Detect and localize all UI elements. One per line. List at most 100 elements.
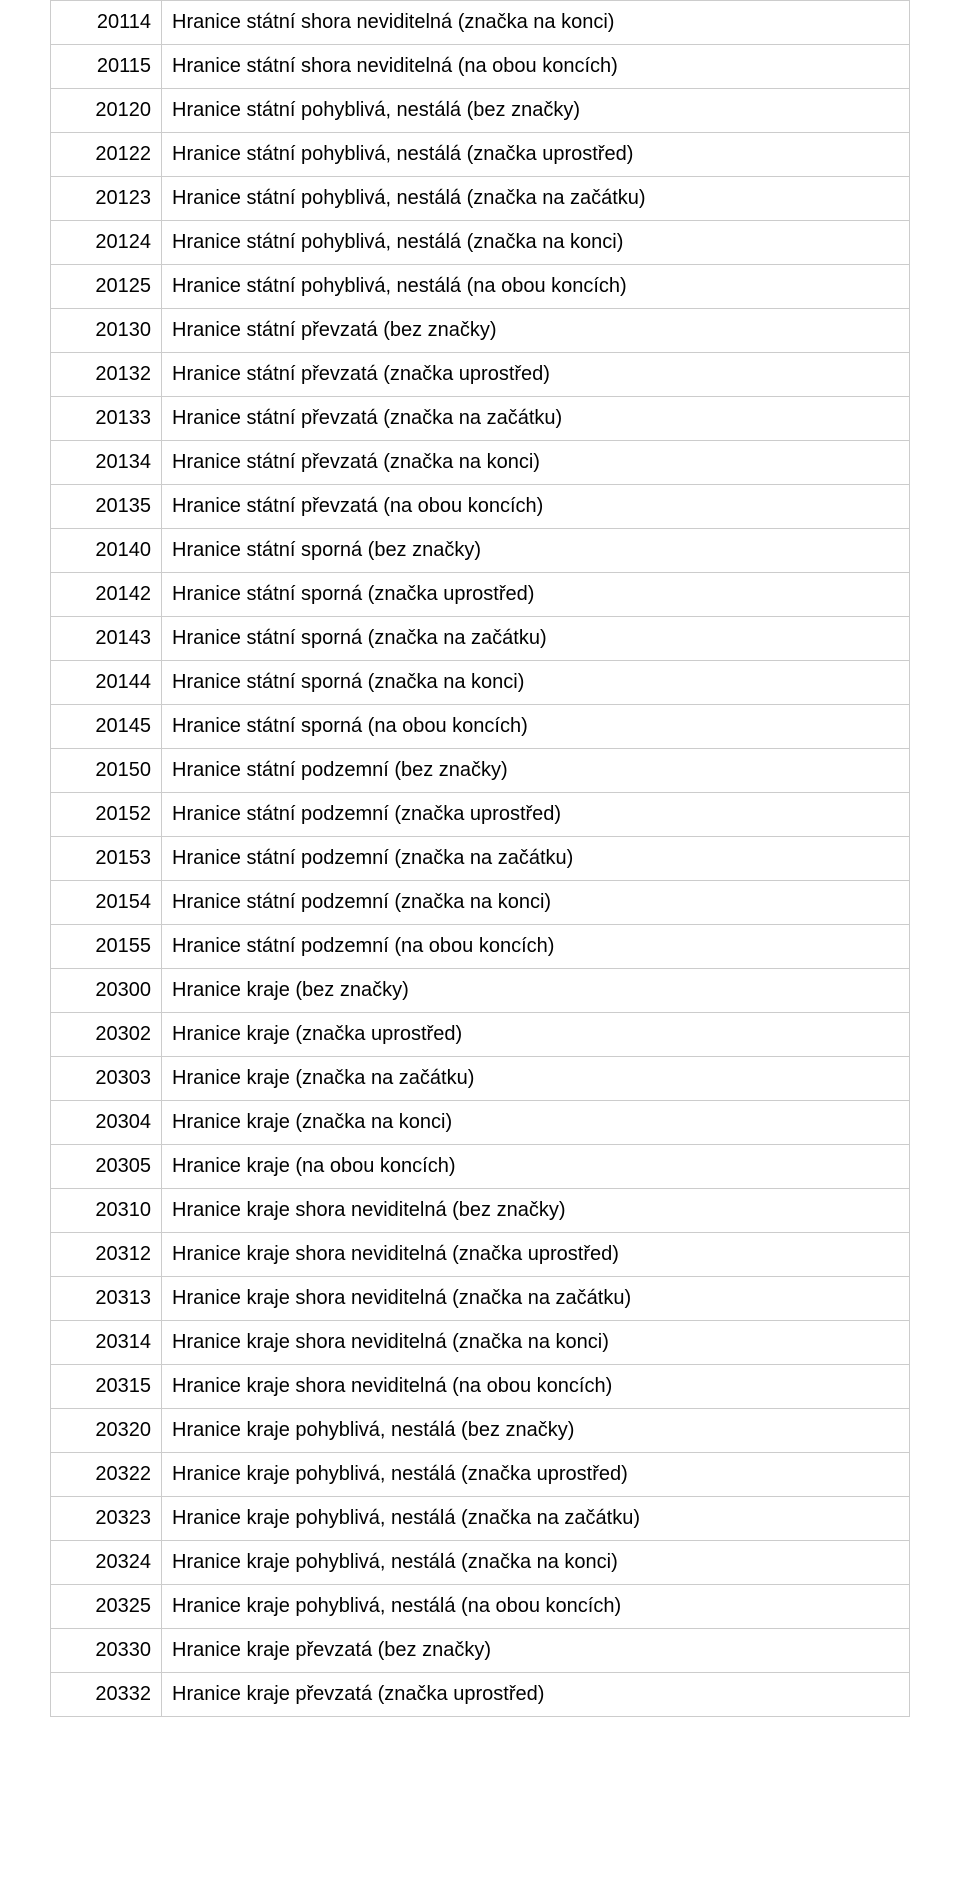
code-cell: 20135 [51,485,162,529]
table-row: 20332Hranice kraje převzatá (značka upro… [51,1673,910,1717]
table-row: 20142Hranice státní sporná (značka upros… [51,573,910,617]
description-cell: Hranice státní převzatá (na obou koncích… [162,485,910,529]
description-cell: Hranice kraje shora neviditelná (značka … [162,1321,910,1365]
code-cell: 20132 [51,353,162,397]
code-cell: 20123 [51,177,162,221]
code-cell: 20143 [51,617,162,661]
description-cell: Hranice kraje shora neviditelná (značka … [162,1277,910,1321]
code-cell: 20154 [51,881,162,925]
table-row: 20130Hranice státní převzatá (bez značky… [51,309,910,353]
description-cell: Hranice státní sporná (značka na začátku… [162,617,910,661]
table-row: 20324Hranice kraje pohyblivá, nestálá (z… [51,1541,910,1585]
description-cell: Hranice státní podzemní (značka uprostře… [162,793,910,837]
code-cell: 20312 [51,1233,162,1277]
code-cell: 20153 [51,837,162,881]
table-row: 20312Hranice kraje shora neviditelná (zn… [51,1233,910,1277]
page-container: 20114Hranice státní shora neviditelná (z… [0,0,960,1717]
table-row: 20305Hranice kraje (na obou koncích) [51,1145,910,1189]
table-row: 20133Hranice státní převzatá (značka na … [51,397,910,441]
code-cell: 20314 [51,1321,162,1365]
table-row: 20153Hranice státní podzemní (značka na … [51,837,910,881]
code-cell: 20115 [51,45,162,89]
code-cell: 20142 [51,573,162,617]
description-cell: Hranice kraje převzatá (značka uprostřed… [162,1673,910,1717]
table-row: 20303Hranice kraje (značka na začátku) [51,1057,910,1101]
table-row: 20302Hranice kraje (značka uprostřed) [51,1013,910,1057]
code-cell: 20155 [51,925,162,969]
code-cell: 20313 [51,1277,162,1321]
description-cell: Hranice státní sporná (bez značky) [162,529,910,573]
table-row: 20325Hranice kraje pohyblivá, nestálá (n… [51,1585,910,1629]
table-row: 20134Hranice státní převzatá (značka na … [51,441,910,485]
description-cell: Hranice kraje (značka uprostřed) [162,1013,910,1057]
code-cell: 20300 [51,969,162,1013]
table-row: 20314Hranice kraje shora neviditelná (zn… [51,1321,910,1365]
description-cell: Hranice kraje pohyblivá, nestálá (značka… [162,1497,910,1541]
table-row: 20322Hranice kraje pohyblivá, nestálá (z… [51,1453,910,1497]
description-cell: Hranice státní pohyblivá, nestálá (značk… [162,221,910,265]
description-cell: Hranice státní podzemní (bez značky) [162,749,910,793]
code-cell: 20332 [51,1673,162,1717]
table-row: 20122Hranice státní pohyblivá, nestálá (… [51,133,910,177]
description-cell: Hranice státní podzemní (na obou koncích… [162,925,910,969]
code-cell: 20302 [51,1013,162,1057]
table-row: 20135Hranice státní převzatá (na obou ko… [51,485,910,529]
table-row: 20320Hranice kraje pohyblivá, nestálá (b… [51,1409,910,1453]
description-cell: Hranice státní podzemní (značka na začát… [162,837,910,881]
description-cell: Hranice státní sporná (značka uprostřed) [162,573,910,617]
description-cell: Hranice státní pohyblivá, nestálá (bez z… [162,89,910,133]
description-cell: Hranice kraje (značka na konci) [162,1101,910,1145]
description-cell: Hranice státní převzatá (značka na konci… [162,441,910,485]
code-cell: 20315 [51,1365,162,1409]
description-cell: Hranice kraje shora neviditelná (na obou… [162,1365,910,1409]
description-cell: Hranice státní sporná (na obou koncích) [162,705,910,749]
code-cell: 20320 [51,1409,162,1453]
table-row: 20304Hranice kraje (značka na konci) [51,1101,910,1145]
description-cell: Hranice státní sporná (značka na konci) [162,661,910,705]
code-cell: 20145 [51,705,162,749]
table-row: 20115Hranice státní shora neviditelná (n… [51,45,910,89]
description-cell: Hranice státní převzatá (bez značky) [162,309,910,353]
table-row: 20154Hranice státní podzemní (značka na … [51,881,910,925]
description-cell: Hranice státní pohyblivá, nestálá (značk… [162,177,910,221]
description-cell: Hranice kraje (bez značky) [162,969,910,1013]
table-row: 20330Hranice kraje převzatá (bez značky) [51,1629,910,1673]
table-row: 20313Hranice kraje shora neviditelná (zn… [51,1277,910,1321]
table-row: 20124Hranice státní pohyblivá, nestálá (… [51,221,910,265]
code-cell: 20150 [51,749,162,793]
code-cell: 20325 [51,1585,162,1629]
table-row: 20152Hranice státní podzemní (značka upr… [51,793,910,837]
table-row: 20120Hranice státní pohyblivá, nestálá (… [51,89,910,133]
table-row: 20132Hranice státní převzatá (značka upr… [51,353,910,397]
code-cell: 20144 [51,661,162,705]
code-cell: 20304 [51,1101,162,1145]
table-row: 20143Hranice státní sporná (značka na za… [51,617,910,661]
code-cell: 20152 [51,793,162,837]
code-cell: 20324 [51,1541,162,1585]
table-row: 20150Hranice státní podzemní (bez značky… [51,749,910,793]
codes-table-body: 20114Hranice státní shora neviditelná (z… [51,1,910,1717]
description-cell: Hranice kraje (na obou koncích) [162,1145,910,1189]
description-cell: Hranice kraje (značka na začátku) [162,1057,910,1101]
code-cell: 20122 [51,133,162,177]
code-cell: 20130 [51,309,162,353]
code-cell: 20322 [51,1453,162,1497]
table-row: 20323Hranice kraje pohyblivá, nestálá (z… [51,1497,910,1541]
table-row: 20145Hranice státní sporná (na obou konc… [51,705,910,749]
description-cell: Hranice státní převzatá (značka uprostře… [162,353,910,397]
code-cell: 20305 [51,1145,162,1189]
description-cell: Hranice kraje pohyblivá, nestálá (značka… [162,1541,910,1585]
description-cell: Hranice kraje převzatá (bez značky) [162,1629,910,1673]
table-row: 20144Hranice státní sporná (značka na ko… [51,661,910,705]
code-cell: 20323 [51,1497,162,1541]
table-row: 20155Hranice státní podzemní (na obou ko… [51,925,910,969]
code-cell: 20134 [51,441,162,485]
code-cell: 20114 [51,1,162,45]
description-cell: Hranice státní převzatá (značka na začát… [162,397,910,441]
table-row: 20114Hranice státní shora neviditelná (z… [51,1,910,45]
description-cell: Hranice kraje pohyblivá, nestálá (bez zn… [162,1409,910,1453]
code-cell: 20120 [51,89,162,133]
table-row: 20310Hranice kraje shora neviditelná (be… [51,1189,910,1233]
description-cell: Hranice státní pohyblivá, nestálá (značk… [162,133,910,177]
code-cell: 20310 [51,1189,162,1233]
